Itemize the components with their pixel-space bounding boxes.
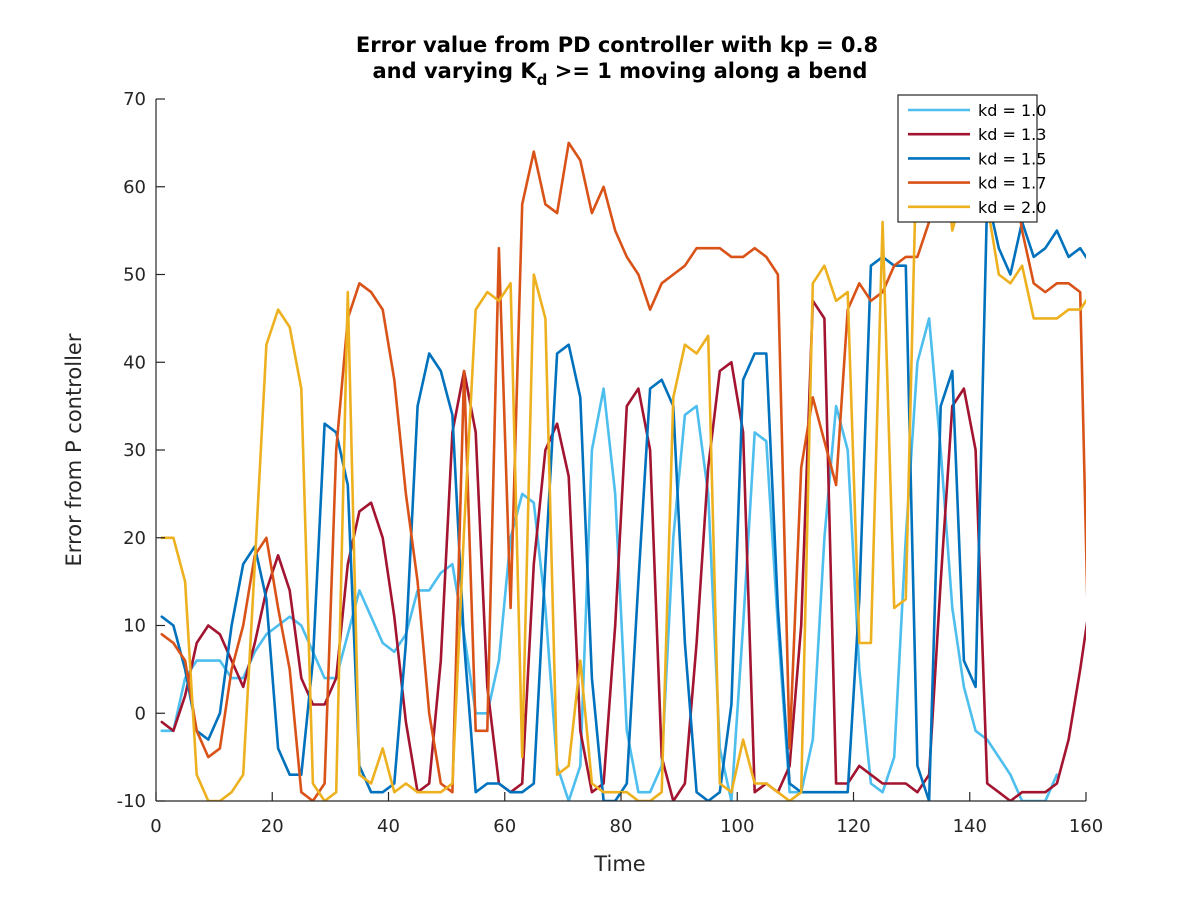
x-tick-label: 60: [493, 816, 516, 837]
legend-label: kd = 1.3: [978, 125, 1046, 144]
x-tick-label: 100: [720, 816, 754, 837]
x-axis-label: Time: [593, 852, 645, 876]
legend-label: kd = 1.0: [978, 101, 1046, 120]
chart-title-subscript: d: [537, 71, 548, 89]
legend-label: kd = 1.5: [978, 149, 1046, 168]
series-line-2: [160, 299, 1086, 801]
series-line-5: [160, 115, 1086, 801]
chart-title-line-1: Error value from PD controller with kp =…: [356, 33, 878, 57]
chart-title-suffix: >= 1 moving along a bend: [547, 59, 867, 83]
x-tick-label: 0: [150, 816, 161, 837]
chart-title-prefix: and varying K: [373, 59, 538, 83]
x-tick-label: 20: [261, 816, 284, 837]
legend: kd = 1.0 kd = 1.3 kd = 1.5 kd = 1.7 kd = 2.0: [897, 94, 1046, 223]
y-tick-label: 60: [123, 177, 146, 198]
y-tick-label: 10: [123, 616, 146, 637]
x-tick-label: 120: [836, 816, 870, 837]
x-tick-label: 160: [1069, 816, 1103, 837]
y-tick-label: 20: [123, 528, 146, 549]
y-tick-label: 0: [135, 703, 146, 724]
chart-title-line-2: and varying Kd >= 1 moving along a bend: [373, 59, 868, 89]
y-tick-label: 70: [123, 89, 146, 110]
y-ticks: -10 0 10 20 30 40 50 60 70: [117, 89, 165, 812]
x-tick-label: 80: [610, 816, 633, 837]
y-tick-label: 40: [123, 352, 146, 373]
y-tick-label: -10: [117, 791, 146, 812]
series-line-4: [160, 99, 1086, 801]
x-tick-label: 140: [953, 816, 987, 837]
y-tick-label: 50: [123, 265, 146, 286]
legend-label: kd = 2.0: [978, 198, 1046, 217]
y-tick-label: 30: [123, 440, 146, 461]
x-ticks: 0 20 40 60 80 100 120 140 160: [150, 792, 1103, 837]
y-axis-label: Error from P controller: [62, 333, 86, 566]
x-tick-label: 40: [377, 816, 400, 837]
legend-label: kd = 1.7: [978, 174, 1046, 193]
series-group: [160, 99, 1086, 801]
